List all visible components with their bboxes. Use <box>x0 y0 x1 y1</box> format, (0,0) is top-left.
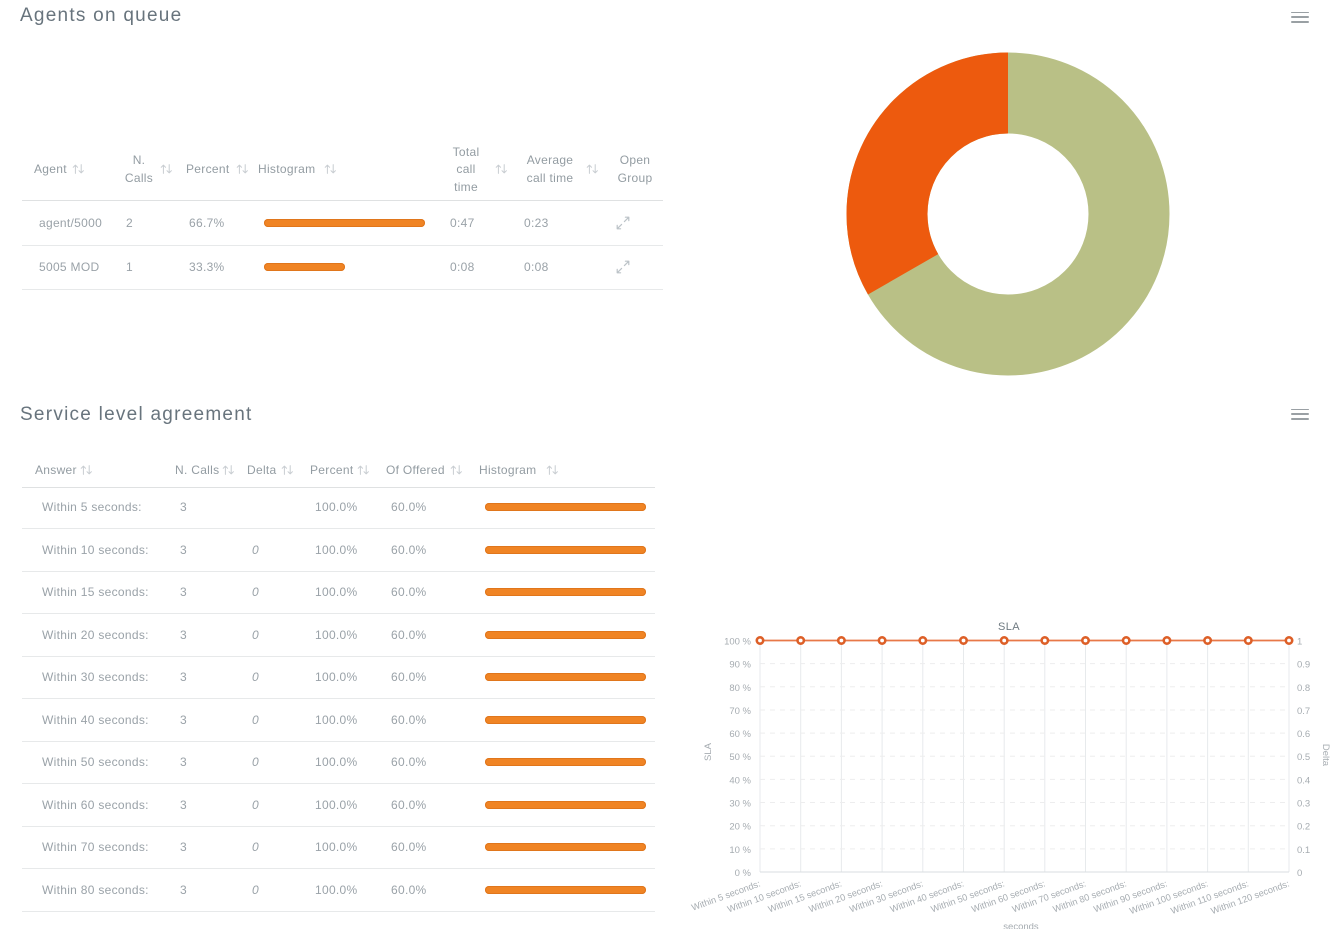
svg-text:50 %: 50 % <box>729 752 751 763</box>
svg-text:60 %: 60 % <box>729 729 751 740</box>
svg-text:0.6: 0.6 <box>1297 729 1310 740</box>
svg-text:SLA: SLA <box>998 621 1020 633</box>
svg-text:0.7: 0.7 <box>1297 706 1310 717</box>
svg-text:0.3: 0.3 <box>1297 799 1310 810</box>
svg-text:80 %: 80 % <box>729 683 751 694</box>
svg-text:100 %: 100 % <box>724 637 751 648</box>
svg-text:0.8: 0.8 <box>1297 683 1310 694</box>
svg-text:0.5: 0.5 <box>1297 752 1310 763</box>
svg-text:seconds: seconds <box>1003 922 1039 929</box>
svg-text:40 %: 40 % <box>729 775 751 786</box>
svg-text:0.2: 0.2 <box>1297 822 1310 833</box>
svg-text:20 %: 20 % <box>729 822 751 833</box>
svg-text:0 %: 0 % <box>735 868 752 879</box>
svg-text:0: 0 <box>1297 868 1302 879</box>
svg-text:SLA: SLA <box>703 742 714 761</box>
svg-text:Delta: Delta <box>1320 744 1331 767</box>
svg-text:30 %: 30 % <box>729 799 751 810</box>
svg-text:90 %: 90 % <box>729 660 751 671</box>
svg-text:1: 1 <box>1297 637 1302 648</box>
svg-text:0.4: 0.4 <box>1297 775 1310 786</box>
svg-text:0.1: 0.1 <box>1297 845 1310 856</box>
svg-text:10 %: 10 % <box>729 845 751 856</box>
svg-text:0.9: 0.9 <box>1297 660 1310 671</box>
svg-text:70 %: 70 % <box>729 706 751 717</box>
